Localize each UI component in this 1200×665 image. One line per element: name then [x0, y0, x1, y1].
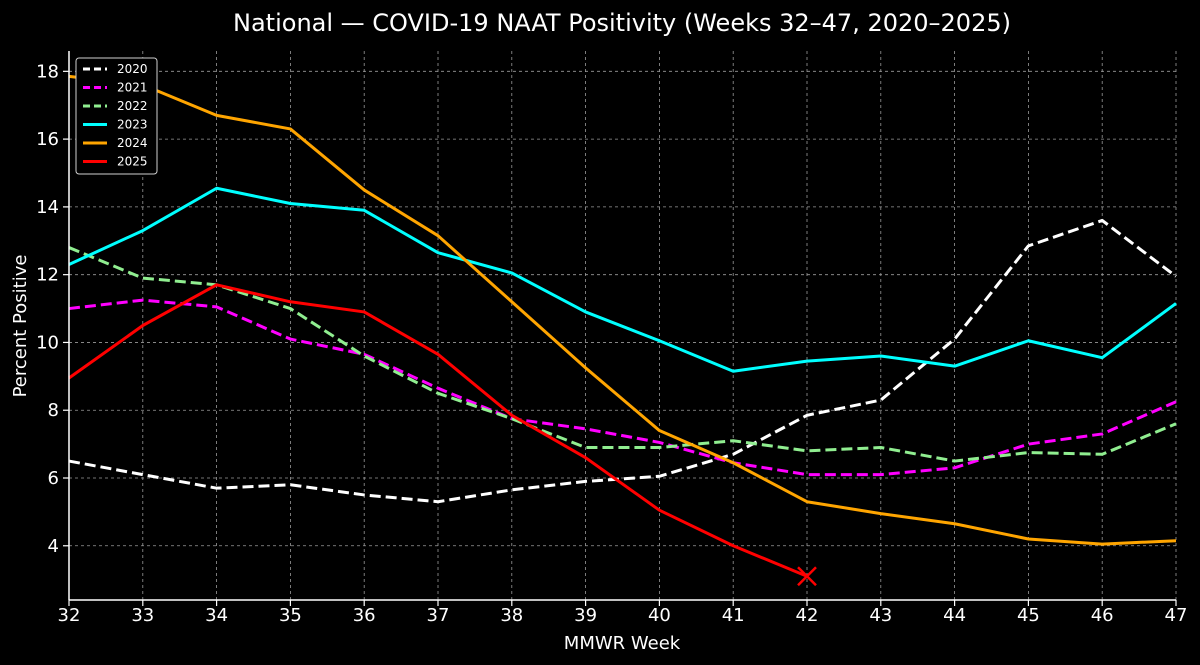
y-tick-label: 18 [36, 61, 59, 82]
series-layer [68, 74, 1177, 587]
x-tick-label: 36 [353, 605, 376, 626]
y-tick-label: 16 [36, 129, 59, 150]
x-tick-label: 33 [131, 605, 154, 626]
ticks: 32 33 34 35 36 37 38 39 40 41 42 43 44 45 46 4746810121… [36, 61, 1187, 626]
x-tick-label: 34 [205, 605, 228, 626]
y-tick-label: 4 [48, 536, 59, 557]
x-tick-label: 43 [869, 605, 892, 626]
y-tick-label: 6 [48, 468, 59, 489]
x-tick-label: 37 [427, 605, 450, 626]
legend-label-2022: 2022 [117, 99, 148, 113]
x-tick-label: 47 [1165, 605, 1188, 626]
x-axis-title: MMWR Week [564, 633, 681, 654]
x-tick-label: 40 [648, 605, 671, 626]
y-tick-label: 12 [36, 265, 59, 286]
legend-label-2020: 2020 [117, 62, 148, 76]
chart-title: National — COVID-19 NAAT Positivity (Wee… [233, 9, 1011, 37]
y-tick-label: 10 [36, 332, 59, 353]
y-axis-title: Percent Positive [10, 255, 31, 398]
axes [68, 51, 1176, 601]
series-line-2023 [68, 186, 1177, 373]
series-line-2024 [68, 74, 1177, 546]
legend-label-2021: 2021 [117, 81, 148, 95]
x-tick-label: 44 [943, 605, 966, 626]
x-tick-label: 32 [58, 605, 81, 626]
legend-label-2025: 2025 [117, 155, 148, 169]
series-line-2025 [68, 283, 808, 578]
legend-label-2023: 2023 [117, 118, 148, 132]
x-tick-label: 38 [500, 605, 523, 626]
legend-label-2024: 2024 [117, 136, 148, 150]
x-tick-label: 45 [1017, 605, 1040, 626]
x-tick-label: 42 [796, 605, 819, 626]
y-tick-label: 8 [48, 400, 59, 421]
x-tick-label: 46 [1091, 605, 1114, 626]
series-end-marker-2025 [797, 566, 817, 587]
series-line-2022 [68, 246, 1177, 463]
x-tick-label: 41 [722, 605, 745, 626]
legend: 2020 2021 2022 2023 2024 2025 [75, 57, 158, 175]
grid [68, 51, 1177, 600]
x-tick-label: 35 [279, 605, 302, 626]
y-tick-label: 14 [36, 197, 59, 218]
series-line-2020 [68, 218, 1177, 504]
x-tick-label: 39 [574, 605, 597, 626]
